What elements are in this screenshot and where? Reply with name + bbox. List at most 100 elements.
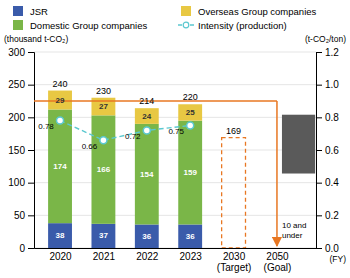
grid-line — [34, 215, 316, 216]
y-tick-mark — [28, 117, 34, 118]
x-tick: 2022 — [136, 248, 159, 262]
data-label: 166 — [97, 165, 111, 174]
series-marker — [143, 127, 150, 134]
x-tick: 2021 — [93, 248, 116, 262]
plot-area: 0501001502002503000.00.20.40.60.81.01.22… — [8, 47, 339, 274]
y-tick-label: 300 — [8, 47, 25, 58]
bar-segment — [48, 223, 72, 248]
legend-label: Overseas Group companies — [198, 6, 317, 17]
series-marker — [100, 137, 107, 144]
text-line: 2020 — [49, 251, 72, 262]
y2-tick-label: 1.2 — [325, 47, 339, 58]
legend: JSRDomestic Group companiesOverseas Grou… — [13, 6, 317, 31]
data-label: 36 — [186, 232, 195, 241]
x-tick-label: 2021 — [93, 251, 116, 262]
bar-segment — [178, 224, 202, 248]
bar-segment — [178, 104, 202, 120]
y2-tick: 0.0 — [316, 243, 339, 254]
text-line: 2021 — [93, 251, 116, 262]
y-tick-label: 150 — [8, 145, 25, 156]
y2-tick-label: 0.4 — [325, 177, 339, 188]
data-label: 24 — [142, 112, 151, 121]
grid-line — [34, 84, 316, 85]
y2-tick-mark — [316, 85, 322, 86]
data-label: 37 — [99, 231, 108, 240]
x-tick-label: 2022 — [136, 251, 159, 262]
legend-swatch — [181, 6, 191, 16]
x-tick-label: 2030(Target) — [217, 251, 251, 273]
y-tick-label: 50 — [14, 210, 26, 221]
text-line: under — [282, 230, 303, 239]
y-tick: 200 — [8, 112, 34, 123]
bar-segment — [91, 224, 115, 248]
y-tick-mark — [28, 215, 34, 216]
data-label: 159 — [184, 168, 198, 177]
annotation-box — [282, 115, 315, 174]
legend-swatch — [13, 20, 23, 30]
text-line: 2022 — [136, 251, 159, 262]
x-tick: 2030(Target) — [217, 248, 251, 273]
x-tick-label: 2050(Goal) — [264, 251, 292, 273]
target-box — [222, 138, 246, 248]
x-tick: 2050(Goal) — [264, 248, 292, 273]
y2-tick: 0.4 — [316, 177, 339, 188]
bar-segment — [91, 115, 115, 223]
bar-segment — [48, 91, 72, 110]
data-label: 0.78 — [38, 122, 54, 131]
grid-line — [34, 117, 316, 118]
x-tick-label: 2023 — [180, 251, 203, 262]
y2-tick-label: 1.0 — [325, 79, 339, 90]
x-tick-label: 2020 — [49, 251, 72, 262]
y-tick-label: 200 — [8, 112, 25, 123]
y-tick-mark — [28, 248, 34, 249]
y-axis-line — [28, 53, 35, 249]
grid — [34, 52, 316, 248]
goal-arrow — [276, 101, 278, 246]
marks — [34, 91, 277, 248]
y2-tick-mark — [316, 52, 322, 53]
x-axis: 2020 2021 2022 2023 2030(Target) 2050(Goal) — [35, 248, 317, 273]
data-label: 38 — [56, 231, 65, 240]
y2-tick-mark — [316, 183, 322, 184]
data-label: 0.66 — [82, 142, 98, 151]
y-tick-label: 250 — [8, 79, 25, 90]
y2-tick: 1.2 — [316, 47, 339, 58]
bar-segment — [178, 121, 202, 225]
reference-line — [34, 100, 277, 102]
y2-tick-mark — [316, 150, 322, 151]
y2-tick: 0.8 — [316, 112, 339, 123]
target-label: 169 — [226, 126, 241, 136]
total-label: 240 — [53, 79, 68, 89]
x-axis-title: (FY) — [329, 254, 346, 264]
grid-line — [34, 150, 316, 151]
y-tick-mark — [28, 150, 34, 151]
legend-swatch — [13, 6, 23, 16]
y-tick-mark — [28, 85, 34, 86]
legend-item: JSR — [13, 6, 48, 17]
y2-tick-label: 0.2 — [325, 210, 339, 221]
labels: 3817429240371662723036154242143615925220… — [38, 79, 316, 241]
data-label: 27 — [99, 102, 108, 111]
y-tick: 50 — [14, 210, 34, 221]
y2-tick-label: 0.0 — [325, 243, 339, 254]
y2-tick-mark — [316, 117, 322, 118]
y-axis-title: (thousand t-CO₂) — [4, 34, 68, 44]
y-tick-mark — [28, 52, 34, 53]
data-label: 36 — [142, 232, 151, 241]
data-label: 154 — [140, 170, 154, 179]
total-label: 214 — [139, 96, 154, 106]
data-label: 25 — [186, 108, 195, 117]
y2-tick-mark — [316, 215, 322, 216]
text-line: 2030 — [223, 251, 246, 262]
y-tick-label: 0 — [19, 243, 25, 254]
text-line: 10 and — [282, 221, 306, 230]
total-label: 230 — [96, 86, 111, 96]
grid-line — [34, 52, 316, 53]
data-label: 29 — [56, 96, 65, 105]
x-tick: 2020 — [49, 248, 72, 262]
series-marker — [187, 122, 194, 129]
legend-item: Overseas Group companies — [181, 6, 317, 17]
grid-line — [34, 182, 316, 183]
y-tick: 150 — [8, 145, 34, 156]
text-line: (Target) — [217, 262, 251, 273]
